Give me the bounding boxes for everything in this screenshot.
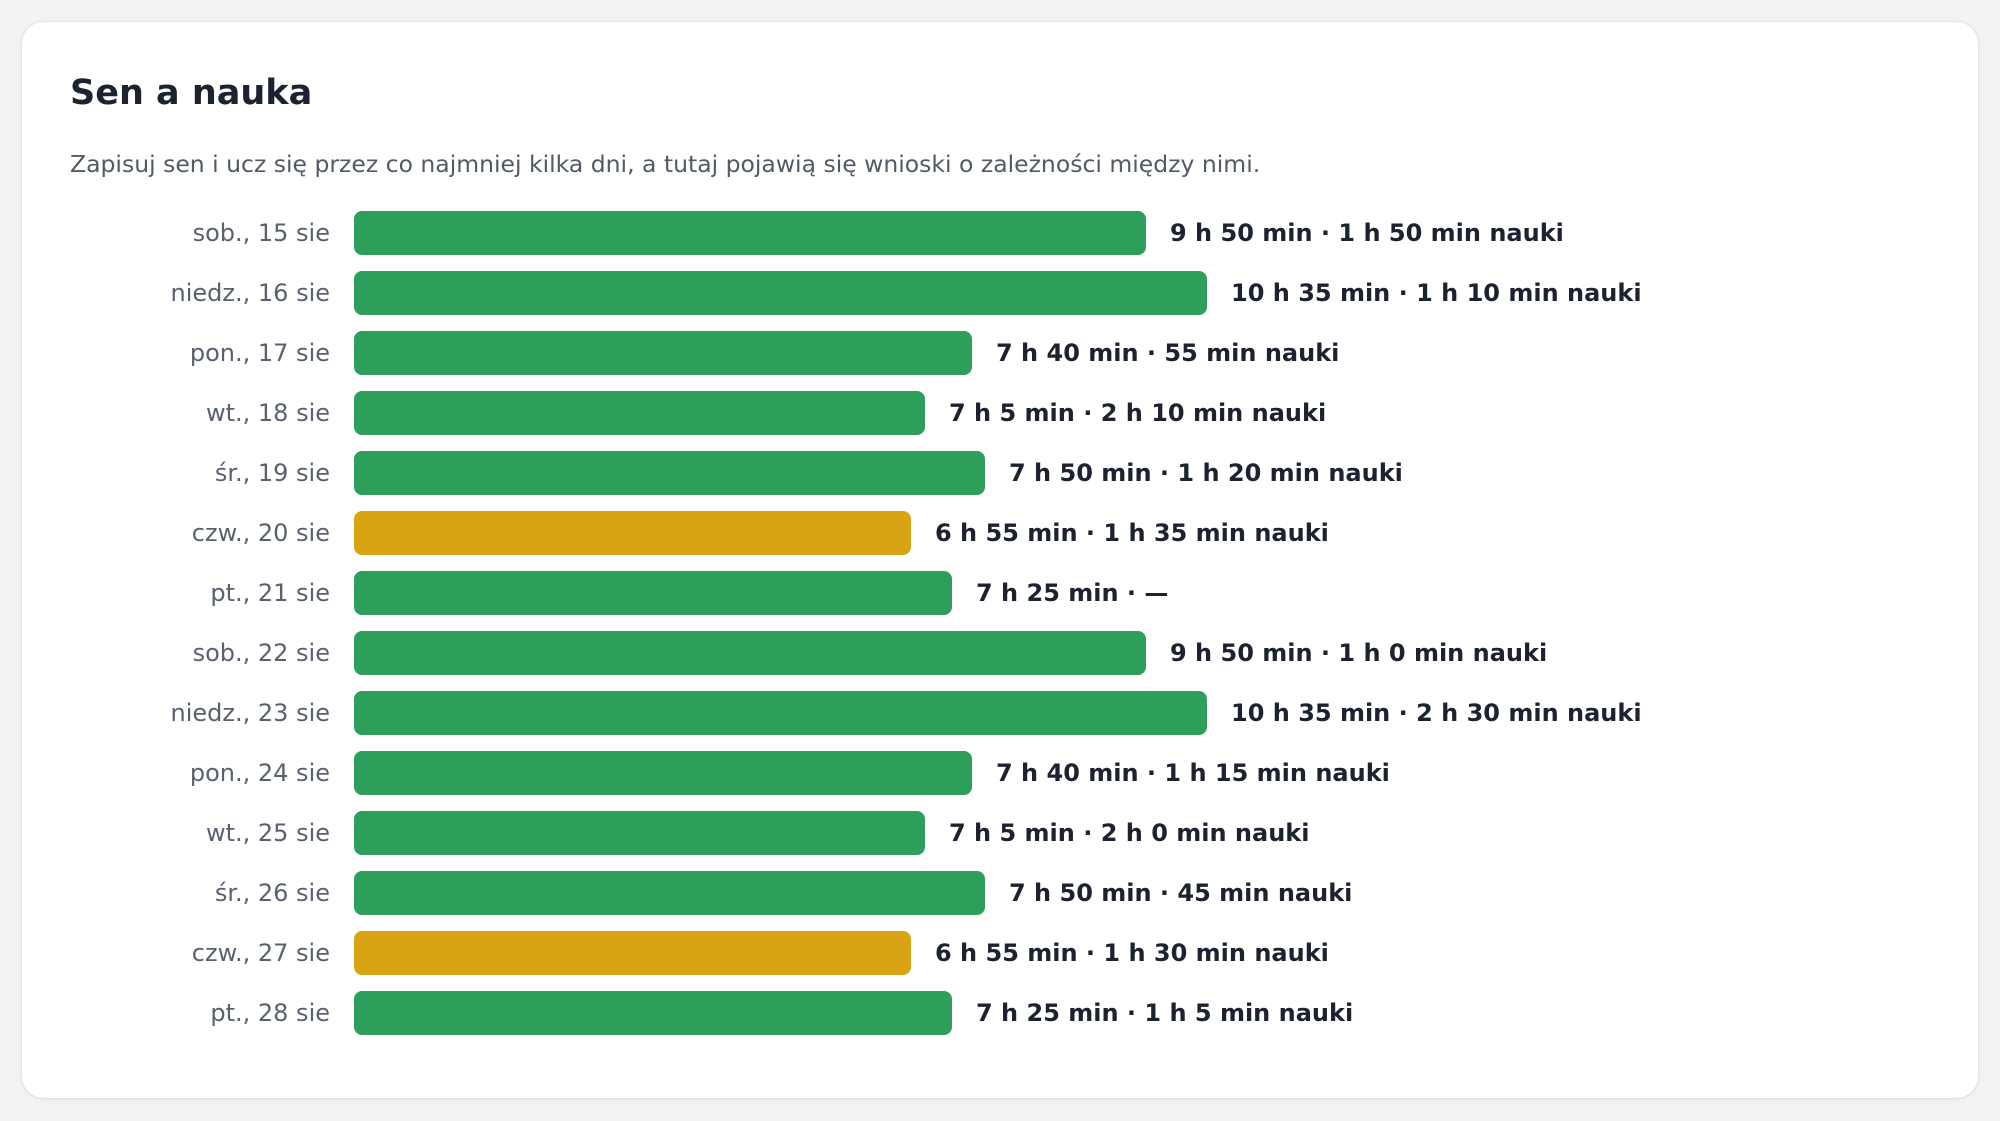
bar-value-label: 6 h 55 min · 1 h 30 min nauki xyxy=(935,939,1329,967)
bar-value-label: 10 h 35 min · 2 h 30 min nauki xyxy=(1231,699,1642,727)
sleep-bar xyxy=(354,271,1207,315)
day-label: pt., 28 sie xyxy=(210,999,330,1027)
card-subtitle: Zapisuj sen i ucz się przez co najmniej … xyxy=(70,150,1261,178)
sleep-bar xyxy=(354,331,972,375)
bar-value-label: 7 h 50 min · 1 h 20 min nauki xyxy=(1009,459,1403,487)
sleep-bar xyxy=(354,571,952,615)
day-label: sob., 15 sie xyxy=(192,219,330,247)
day-label: śr., 19 sie xyxy=(214,459,330,487)
day-label: czw., 20 sie xyxy=(191,519,330,547)
bar-value-label: 7 h 25 min · — xyxy=(976,579,1169,607)
sleep-bar xyxy=(354,511,911,555)
chart-row: wt., 25 sie 7 h 5 min · 2 h 0 min nauki xyxy=(22,811,1978,871)
sleep-bar xyxy=(354,811,925,855)
bar-value-label: 7 h 50 min · 45 min nauki xyxy=(1009,879,1353,907)
chart-row: czw., 27 sie 6 h 55 min · 1 h 30 min nauk… xyxy=(22,931,1978,991)
bar-value-label: 7 h 25 min · 1 h 5 min nauki xyxy=(976,999,1354,1027)
sleep-bar xyxy=(354,871,985,915)
sleep-bar xyxy=(354,991,952,1035)
sleep-study-card: Sen a nauka Zapisuj sen i ucz się przez … xyxy=(22,22,1978,1098)
day-label: czw., 27 sie xyxy=(191,939,330,967)
bar-value-label: 10 h 35 min · 1 h 10 min nauki xyxy=(1231,279,1642,307)
bar-value-label: 6 h 55 min · 1 h 35 min nauki xyxy=(935,519,1329,547)
bar-value-label: 7 h 40 min · 1 h 15 min nauki xyxy=(996,759,1390,787)
chart-row: niedz., 16 sie 10 h 35 min · 1 h 10 min n… xyxy=(22,271,1978,331)
sleep-bar xyxy=(354,211,1146,255)
sleep-bar xyxy=(354,691,1207,735)
chart-row: niedz., 23 sie 10 h 35 min · 2 h 30 min n… xyxy=(22,691,1978,751)
day-label: pon., 24 sie xyxy=(189,759,330,787)
day-label: niedz., 16 sie xyxy=(170,279,330,307)
sleep-bar xyxy=(354,751,972,795)
day-label: wt., 25 sie xyxy=(205,819,330,847)
bar-value-label: 7 h 5 min · 2 h 10 min nauki xyxy=(949,399,1327,427)
chart-row: sob., 22 sie 9 h 50 min · 1 h 0 min nauki xyxy=(22,631,1978,691)
sleep-bar-chart: sob., 15 sie 9 h 50 min · 1 h 50 min nauk… xyxy=(22,211,1978,1051)
sleep-bar xyxy=(354,931,911,975)
day-label: niedz., 23 sie xyxy=(170,699,330,727)
bar-value-label: 7 h 40 min · 55 min nauki xyxy=(996,339,1340,367)
bar-value-label: 9 h 50 min · 1 h 0 min nauki xyxy=(1170,639,1548,667)
sleep-bar xyxy=(354,631,1146,675)
chart-row: czw., 20 sie 6 h 55 min · 1 h 35 min nauk… xyxy=(22,511,1978,571)
day-label: sob., 22 sie xyxy=(192,639,330,667)
bar-value-label: 7 h 5 min · 2 h 0 min nauki xyxy=(949,819,1310,847)
chart-row: pt., 28 sie 7 h 25 min · 1 h 5 min nauki xyxy=(22,991,1978,1051)
day-label: wt., 18 sie xyxy=(205,399,330,427)
chart-row: sob., 15 sie 9 h 50 min · 1 h 50 min nauk… xyxy=(22,211,1978,271)
chart-row: pt., 21 sie 7 h 25 min · — xyxy=(22,571,1978,631)
chart-row: śr., 19 sie 7 h 50 min · 1 h 20 min nauki xyxy=(22,451,1978,511)
chart-row: śr., 26 sie 7 h 50 min · 45 min nauki xyxy=(22,871,1978,931)
sleep-bar xyxy=(354,451,985,495)
sleep-bar xyxy=(354,391,925,435)
card-title: Sen a nauka xyxy=(70,73,313,113)
chart-row: wt., 18 sie 7 h 5 min · 2 h 10 min nauki xyxy=(22,391,1978,451)
bar-value-label: 9 h 50 min · 1 h 50 min nauki xyxy=(1170,219,1564,247)
day-label: pt., 21 sie xyxy=(210,579,330,607)
day-label: śr., 26 sie xyxy=(214,879,330,907)
day-label: pon., 17 sie xyxy=(189,339,330,367)
chart-row: pon., 24 sie 7 h 40 min · 1 h 15 min nauk… xyxy=(22,751,1978,811)
chart-row: pon., 17 sie 7 h 40 min · 55 min nauki xyxy=(22,331,1978,391)
